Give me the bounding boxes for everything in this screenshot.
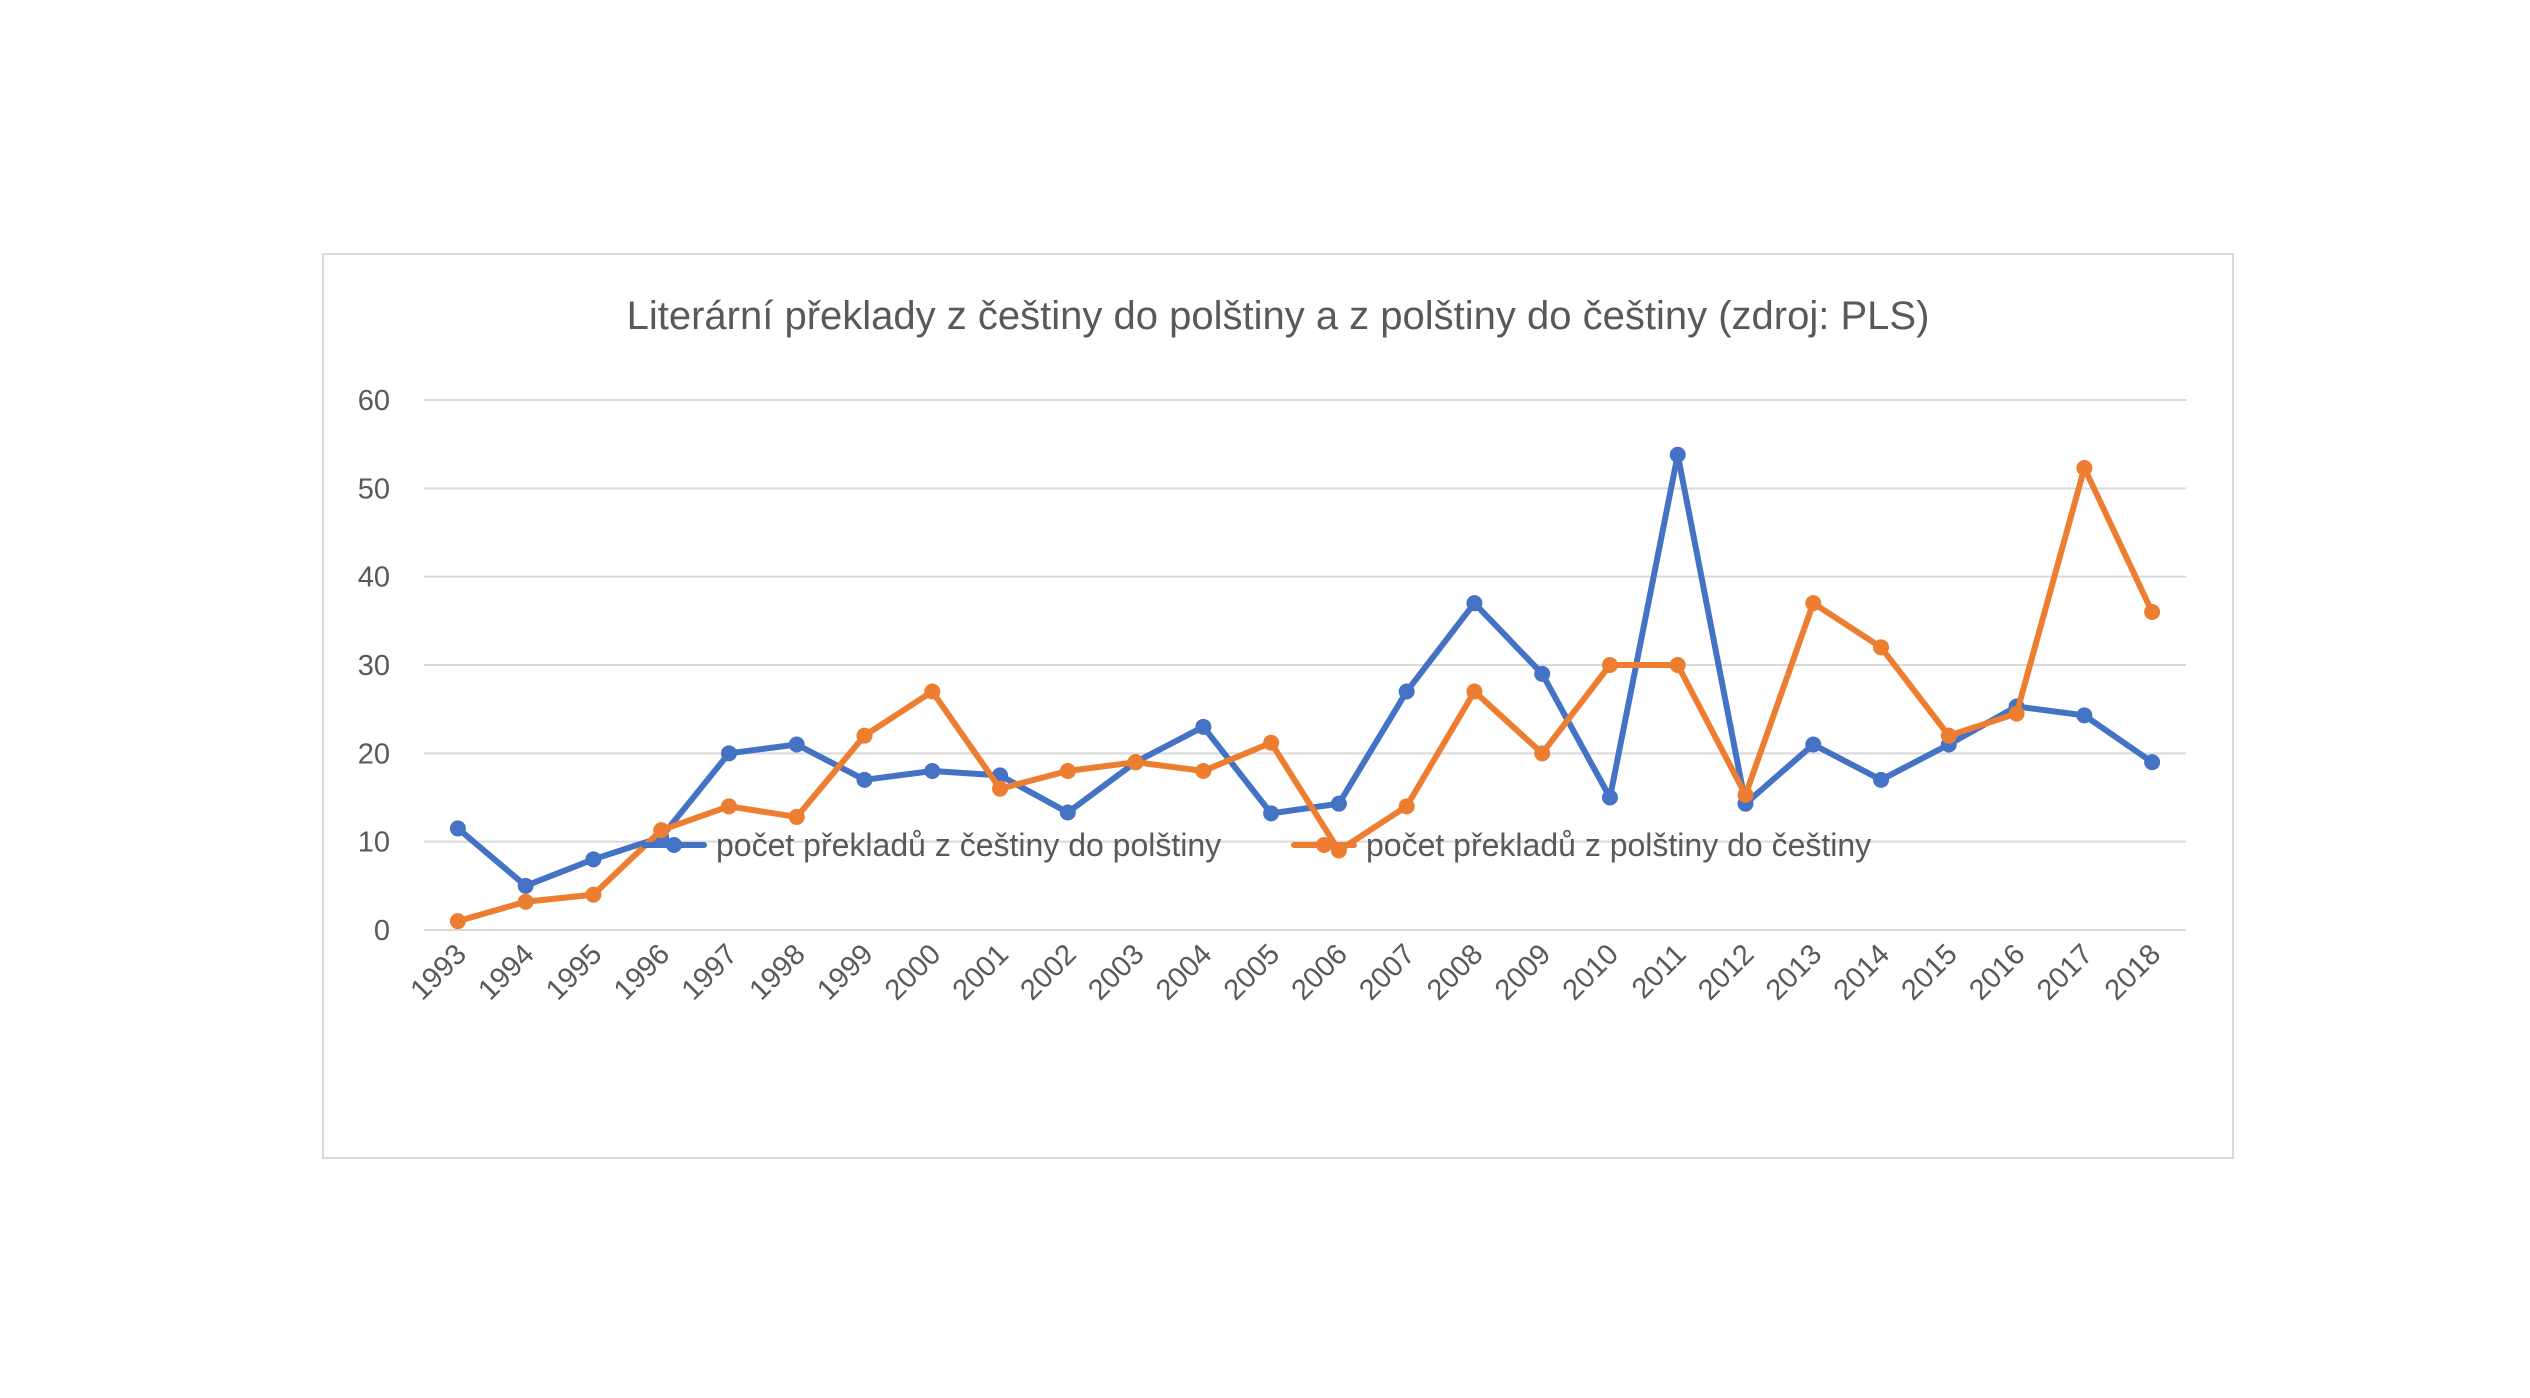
y-tick-label: 20 — [358, 738, 390, 770]
data-point — [1805, 736, 1822, 753]
data-point — [720, 798, 737, 815]
x-tick-label: 2018 — [2099, 938, 2167, 1006]
data-point — [1534, 665, 1551, 682]
x-tick-label: 2001 — [947, 938, 1015, 1006]
legend-label: počet překladů z češtiny do polštiny — [716, 827, 1221, 863]
chart-title: Literární překlady z češtiny do polštiny… — [627, 294, 1930, 338]
data-point — [1873, 771, 1890, 788]
series-1 — [449, 446, 2161, 894]
y-tick-label: 50 — [358, 473, 390, 505]
x-tick-label: 2007 — [1353, 938, 1421, 1006]
legend-label: počet překladů z polštiny do češtiny — [1366, 827, 1871, 863]
data-point — [2076, 460, 2093, 477]
x-tick-label: 2003 — [1082, 938, 1150, 1006]
data-point — [449, 820, 466, 837]
x-tick-label: 1996 — [608, 938, 676, 1006]
series-line — [454, 465, 2156, 925]
data-point — [1805, 595, 1822, 612]
data-point — [585, 886, 602, 903]
y-tick-label: 10 — [358, 827, 390, 859]
data-point — [2008, 705, 2025, 722]
data-point — [585, 851, 602, 868]
x-tick-label: 2012 — [1692, 938, 1760, 1006]
data-point — [2076, 707, 2093, 724]
y-tick-label: 60 — [358, 385, 390, 417]
x-tick-label: 2000 — [879, 938, 947, 1006]
x-tick-label: 2016 — [1963, 938, 2031, 1006]
y-tick-label: 40 — [358, 562, 390, 594]
x-tick-label: 2014 — [1828, 938, 1896, 1006]
x-tick-label: 2013 — [1760, 938, 1828, 1006]
data-point — [1873, 639, 1890, 656]
x-tick-label: 2011 — [1626, 938, 1693, 1005]
data-point — [2144, 754, 2161, 771]
x-tick-label: 1994 — [472, 938, 540, 1006]
series-2 — [449, 460, 2161, 930]
data-point — [2144, 604, 2161, 620]
legend-swatch-marker — [1316, 837, 1332, 853]
x-tick-label: 1997 — [676, 938, 744, 1006]
x-tick-label: 2010 — [1557, 938, 1625, 1006]
data-point — [856, 727, 873, 744]
data-point — [788, 736, 805, 753]
data-point — [1601, 657, 1618, 673]
data-point — [924, 683, 941, 700]
data-point — [1330, 795, 1347, 812]
x-axis-ticks: 1993 1994 1995 1996 1997 1998 1999 2000 2001 2002… — [405, 938, 2167, 1006]
y-tick-label: 0 — [374, 915, 390, 947]
x-tick-label: 2009 — [1489, 938, 1557, 1006]
legend-swatch-marker — [666, 837, 682, 853]
data-point — [1737, 786, 1754, 803]
y-tick-label: 30 — [358, 650, 390, 682]
x-tick-label: 2015 — [1896, 938, 1964, 1006]
data-point — [1398, 798, 1415, 815]
x-tick-label: 2005 — [1218, 938, 1286, 1006]
x-tick-label: 2004 — [1150, 938, 1218, 1006]
x-tick-label: 1995 — [540, 938, 608, 1006]
data-point — [1669, 446, 1686, 463]
data-point — [1263, 734, 1280, 751]
data-point — [517, 877, 534, 894]
data-point — [924, 763, 941, 779]
data-point — [992, 780, 1009, 797]
legend-item-2: počet překladů z polštiny do češtiny — [1291, 827, 1871, 863]
data-point — [1195, 763, 1212, 779]
data-point — [720, 745, 737, 762]
data-point — [653, 822, 670, 839]
data-point — [856, 771, 873, 788]
data-point — [1059, 804, 1076, 821]
data-point — [788, 808, 805, 825]
line-chart: Literární překlady z češtiny do polštiny… — [358, 294, 2186, 1007]
x-tick-label: 1999 — [811, 938, 879, 1006]
data-point — [1127, 754, 1144, 771]
x-tick-label: 1998 — [743, 938, 811, 1006]
data-point — [1398, 683, 1415, 700]
gridlines — [424, 399, 2186, 931]
x-tick-label: 2002 — [1015, 938, 1083, 1006]
data-point — [449, 913, 466, 930]
legend-item-1: počet překladů z češtiny do polštiny — [641, 827, 1221, 863]
x-tick-label: 1993 — [405, 938, 473, 1006]
data-point — [1263, 805, 1280, 822]
y-axis-ticks: 0 10 20 30 40 50 60 — [358, 385, 390, 947]
data-point — [517, 893, 534, 910]
data-point — [1669, 657, 1686, 673]
data-point — [1534, 745, 1551, 762]
series-lines — [449, 446, 2161, 930]
x-tick-label: 2008 — [1421, 938, 1489, 1006]
data-point — [1466, 595, 1483, 612]
chart-frame: Literární překlady z češtiny do polštiny… — [322, 253, 2234, 1159]
x-tick-label: 2006 — [1286, 938, 1354, 1006]
data-point — [1195, 718, 1212, 735]
data-point — [1059, 763, 1076, 779]
legend: počet překladů z češtiny do polštiny poče… — [641, 827, 1871, 863]
data-point — [1940, 727, 1957, 744]
x-tick-label: 2017 — [2031, 938, 2099, 1006]
series-line — [454, 451, 2156, 889]
data-point — [1466, 683, 1483, 700]
data-point — [1601, 789, 1618, 806]
